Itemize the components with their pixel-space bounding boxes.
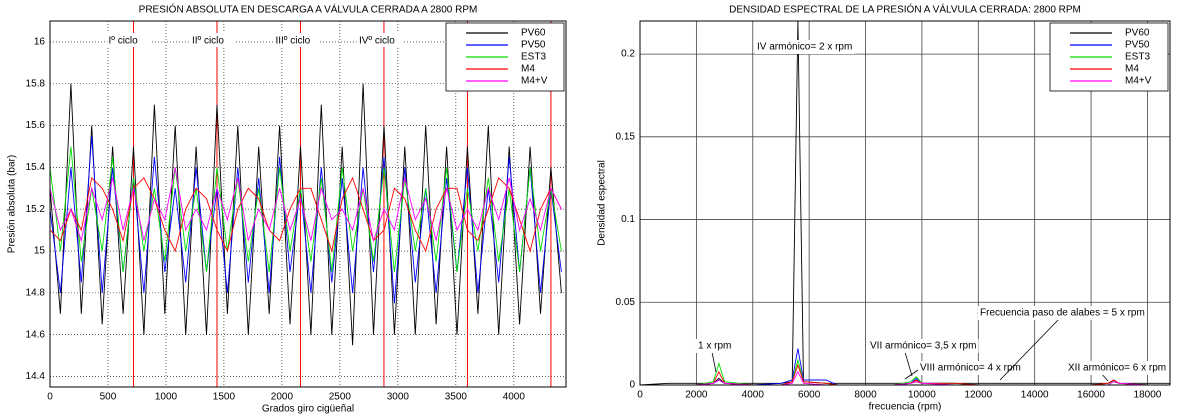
legend-label: M4: [521, 64, 535, 75]
annotation-bg: [274, 33, 319, 47]
series-line: [49, 176, 562, 253]
x-axis-label: Grados giro cigüeñal: [262, 404, 354, 415]
x-tick-label: 0: [637, 390, 643, 401]
legend-label: EST3: [521, 52, 546, 63]
annotation: IIIº ciclo: [275, 36, 310, 47]
y-tick-label: 15: [34, 246, 46, 257]
legend-label: M4+V: [521, 76, 548, 87]
y-tick-label: 0.2: [621, 49, 635, 60]
y-tick-label: 16: [34, 37, 46, 48]
x-tick-label: 500: [100, 392, 117, 403]
x-tick-label: 0: [47, 392, 53, 403]
x-tick-label: 8000: [854, 390, 877, 401]
annotation-bg: [868, 339, 979, 353]
y-tick-label: 0.15: [616, 131, 636, 142]
annotation-leader: [904, 351, 913, 377]
y-tick-label: 14.4: [26, 371, 46, 382]
legend-label: M4+V: [1125, 76, 1152, 87]
series-line: [639, 20, 1170, 386]
x-tick-label: 1500: [213, 392, 236, 403]
x-tick-label: 3000: [387, 392, 410, 403]
chart-title: PRESIÓN ABSOLUTA EN DESCARGA A VÁLVULA C…: [139, 3, 478, 16]
annotation-leader: [904, 369, 919, 380]
annotation-leader: [999, 317, 1061, 381]
x-tick-label: 2000: [271, 392, 294, 403]
annotation: 1 x rpm: [698, 341, 731, 352]
annotation-bg: [190, 33, 235, 47]
x-tick-label: 4000: [742, 390, 765, 401]
annotation: IV armónico= 2 x rpm: [757, 42, 852, 53]
y-tick-label: 15.2: [26, 204, 46, 215]
annotation-bg: [696, 339, 734, 353]
chart-title: DENSIDAD ESPECTRAL DE LA PRESIÓN A VÁLVU…: [729, 3, 1081, 16]
x-axis-label: frecuencia (rpm): [869, 402, 942, 413]
annotation: VII armónico= 3,5 x rpm: [870, 341, 976, 352]
annotation-bg: [978, 306, 1147, 320]
legend-label: EST3: [1125, 52, 1150, 63]
legend-label: PV60: [1125, 28, 1150, 39]
x-tick-label: 14000: [1021, 390, 1049, 401]
legend-label: PV50: [521, 40, 546, 51]
x-tick-label: 1000: [155, 392, 178, 403]
legend-label: PV50: [1125, 40, 1150, 51]
legend-label: PV60: [521, 28, 546, 39]
plot-frame: [49, 20, 567, 388]
x-tick-label: 10000: [908, 390, 936, 401]
annotation: Iº ciclo: [108, 36, 138, 47]
annotation: IVº ciclo: [359, 36, 395, 47]
annotation: VIII armónico= 4 x rpm: [920, 363, 1021, 374]
x-tick-label: 6000: [798, 390, 821, 401]
annotation-bg: [357, 33, 402, 47]
y-tick-label: 14.6: [26, 329, 46, 340]
y-axis-label: Densidad espectral: [597, 160, 608, 246]
y-tick-label: 0.1: [621, 214, 635, 225]
series-line: [49, 167, 562, 243]
annotation: Frecuencia paso de alabes = 5 x rpm: [980, 308, 1145, 319]
y-tick-label: 0: [629, 380, 635, 391]
y-axis-label: Presión absoluta (bar): [7, 155, 18, 253]
legend-label: M4: [1125, 64, 1139, 75]
annotation-bg: [107, 33, 152, 47]
x-tick-label: 16000: [1077, 390, 1105, 401]
annotation-bg: [1066, 361, 1169, 375]
annotation: IIº ciclo: [192, 36, 224, 47]
x-tick-label: 4000: [503, 392, 526, 403]
x-tick-label: 2000: [685, 390, 708, 401]
y-tick-label: 15.4: [26, 162, 46, 173]
annotation-bg: [918, 361, 1023, 375]
x-tick-label: 3500: [445, 392, 468, 403]
annotation-bg: [755, 40, 855, 54]
series-line: [49, 146, 562, 273]
x-tick-label: 12000: [964, 390, 992, 401]
y-tick-label: 0.05: [616, 297, 636, 308]
y-tick-label: 14.8: [26, 288, 46, 299]
x-tick-label: 2500: [329, 392, 352, 403]
y-tick-label: 15.8: [26, 78, 46, 89]
x-tick-label: 18000: [1134, 390, 1162, 401]
plot-frame: [639, 20, 1171, 386]
annotation-leader: [711, 351, 717, 373]
y-tick-label: 15.6: [26, 120, 46, 131]
annotation: XII armónico= 6 x rpm: [1068, 363, 1166, 374]
